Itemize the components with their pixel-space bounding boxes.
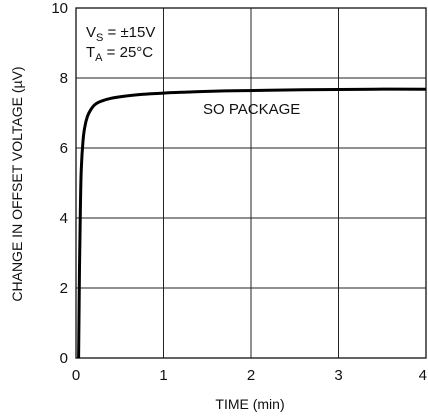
so-package-annotation: SO PACKAGE: [203, 101, 300, 118]
x-tick-labels: 0 1 2 3 4: [72, 367, 427, 384]
temperature-condition: TA = 25°C: [86, 44, 153, 64]
y-tick-label: 10: [51, 0, 68, 17]
y-tick-label: 4: [60, 210, 68, 227]
supply-voltage-condition: VS = ±15V: [86, 24, 155, 44]
y-axis-label: CHANGE IN OFFSET VOLTAGE (µV): [9, 66, 25, 301]
y-tick-label: 6: [60, 140, 68, 157]
y-tick-labels: 0 2 4 6 8 10: [51, 0, 68, 367]
plot-frame: [75, 7, 427, 359]
grid: [76, 8, 426, 358]
y-tick-label: 8: [60, 70, 68, 87]
data-series-line: [77, 87, 427, 359]
x-tick-label: 4: [419, 367, 427, 384]
x-axis-label: TIME (min): [215, 396, 284, 412]
x-tick-label: 2: [247, 367, 255, 384]
y-tick-label: 0: [60, 350, 68, 367]
x-tick-label: 1: [159, 367, 167, 384]
y-tick-label: 2: [60, 280, 68, 297]
x-tick-label: 0: [72, 367, 80, 384]
x-tick-label: 3: [334, 367, 342, 384]
